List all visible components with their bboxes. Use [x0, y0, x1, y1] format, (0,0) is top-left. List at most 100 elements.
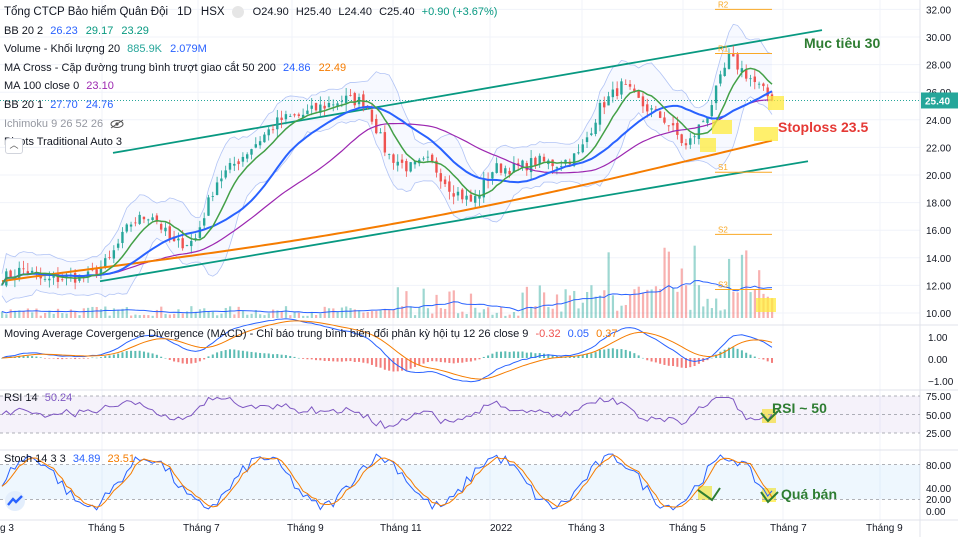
volume-bar: [297, 312, 301, 318]
macd-histogram-bar: [431, 358, 434, 362]
legend-ma-100[interactable]: MA 100 close 0 23.10: [4, 77, 497, 96]
candle-body: [646, 104, 649, 112]
indicator-value: 27.70: [50, 98, 78, 111]
macd-histogram-bar: [732, 347, 735, 358]
volume-bar: [306, 315, 309, 318]
volume-bar: [69, 309, 73, 318]
candle-body: [198, 227, 202, 238]
legend-volume[interactable]: Volume - Khối lượng 20 885.9K 2.079M: [4, 40, 497, 59]
candle-body: [340, 101, 344, 103]
macd-histogram-bar: [99, 357, 102, 358]
candle-body: [435, 160, 438, 173]
volume-bar: [495, 312, 498, 318]
volume-bar: [181, 313, 184, 318]
macd-histogram-bar: [478, 358, 481, 360]
indicator-value: 2.079M: [170, 43, 207, 56]
candle-body: [379, 132, 382, 134]
candle-body: [628, 84, 632, 87]
macd-histogram-bar: [216, 352, 219, 358]
candle-body: [349, 95, 352, 96]
volume-bar: [263, 315, 266, 318]
volume-bar: [715, 298, 718, 318]
candle-body: [396, 161, 399, 166]
volume-bar: [134, 314, 137, 318]
volume-bar: [581, 302, 584, 318]
symbol-exchange: HSX: [200, 6, 225, 18]
candle-body: [693, 136, 696, 138]
volume-bar: [82, 308, 85, 318]
macd-legend[interactable]: Moving Average Covergence Divergence (MA…: [4, 328, 618, 340]
macd-histogram-bar: [413, 358, 416, 367]
resistance-trendline: [112, 29, 823, 154]
tradingview-logo-icon[interactable]: [4, 490, 26, 512]
candle-body: [138, 214, 141, 224]
volume-bar: [611, 295, 615, 318]
macd-value-hist: -0.32: [535, 328, 561, 340]
ma-50-line: [1, 90, 773, 286]
volume-bar: [525, 286, 529, 318]
volume-bar: [276, 310, 279, 318]
candle-body: [129, 224, 133, 227]
macd-histogram-bar: [684, 358, 687, 369]
highlight-box: [700, 138, 716, 152]
macd-histogram-bar: [91, 357, 94, 359]
volume-bar: [315, 315, 318, 318]
volume-bar: [590, 285, 593, 318]
macd-histogram-bar: [134, 350, 137, 358]
macd-histogram-bar: [409, 358, 412, 369]
macd-histogram-bar: [125, 351, 128, 358]
ohlc-low: L24.40: [338, 6, 373, 18]
candle-body: [439, 173, 442, 182]
volume-bar: [228, 306, 232, 318]
macd-tick-label: 1.00: [928, 333, 948, 344]
hidden-eye-icon[interactable]: [110, 119, 124, 129]
volume-bar: [207, 312, 210, 318]
candle-body: [215, 182, 219, 195]
macd-pane: [1, 318, 773, 383]
candle-body: [142, 216, 146, 220]
legend-pivots[interactable]: Pivots Traditional Auto 3: [4, 133, 497, 152]
volume-bar: [289, 315, 292, 318]
macd-histogram-bar: [452, 358, 455, 364]
symbol-interval[interactable]: 1D: [177, 6, 192, 18]
macd-histogram-bar: [487, 355, 490, 358]
candle-body: [740, 68, 744, 73]
volume-bar: [52, 313, 55, 318]
candle-body: [448, 181, 451, 192]
eye-icon[interactable]: [231, 6, 244, 19]
macd-histogram-bar: [461, 358, 464, 363]
volume-bar: [418, 307, 421, 318]
volume-bar: [173, 313, 176, 318]
macd-histogram-bar: [401, 358, 404, 371]
legend-bb-20-1[interactable]: BB 20 1 27.70 24.76: [4, 96, 497, 115]
volume-bar: [706, 298, 709, 318]
macd-histogram-bar: [310, 358, 313, 360]
stoch-legend[interactable]: Stoch 14 3 3 34.89 23.51: [4, 453, 135, 465]
macd-histogram-bar: [160, 356, 163, 358]
indicator-label: Ichimoku 9 26 52 26: [4, 117, 104, 130]
volume-bar: [521, 292, 524, 318]
volume-bar: [431, 313, 434, 318]
candle-body: [297, 114, 301, 116]
macd-histogram-bar: [405, 358, 408, 371]
macd-histogram-bar: [259, 352, 262, 358]
legend-ichimoku[interactable]: Ichimoku 9 26 52 26: [4, 115, 497, 134]
volume-bar: [444, 308, 447, 318]
volume-bar: [155, 309, 159, 318]
macd-histogram-bar: [52, 358, 55, 359]
candle-body: [383, 132, 387, 153]
macd-histogram-bar: [444, 358, 447, 363]
macd-histogram-bar: [190, 358, 193, 364]
candle-body: [744, 69, 748, 79]
ohlc-open: O24.90: [252, 6, 289, 18]
chevron-up-icon[interactable]: ︿: [5, 138, 23, 154]
legend-ma-cross[interactable]: MA Cross - Cặp đường trung bình trượt gi…: [4, 59, 497, 78]
annotation-arrow: [760, 410, 779, 423]
candle-body: [151, 217, 154, 221]
rsi-legend[interactable]: RSI 14 50.24: [4, 392, 72, 404]
macd-histogram-bar: [530, 352, 533, 358]
legend-bb-20-2[interactable]: BB 20 2 26.23 29.17 23.29: [4, 22, 497, 41]
candle-body: [461, 189, 464, 200]
candle-body: [499, 163, 503, 173]
